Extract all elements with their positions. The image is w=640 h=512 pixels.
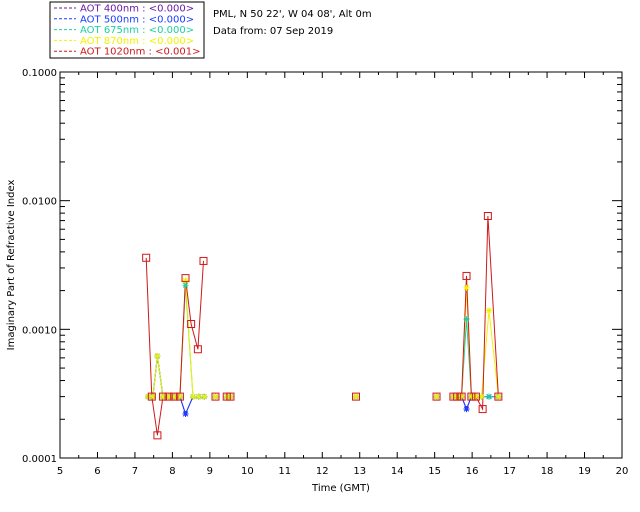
x-tick-label: 7 [132,466,138,477]
data-point [462,271,471,280]
y-tick-label: 0.0010 [22,325,57,336]
x-tick-label: 6 [94,466,100,477]
data-point [142,253,151,262]
legend-entry: AOT 500nm : <0.000> [80,14,194,25]
data-point [195,393,202,400]
data-point [153,431,162,440]
data-point [181,274,190,283]
x-tick-label: 14 [391,466,404,477]
data-point [149,393,156,400]
x-tick-label: 8 [169,466,175,477]
data-point [175,392,184,401]
data-point [483,212,492,221]
x-axis-title: Time (GMT) [311,483,370,494]
data-point [182,282,189,289]
axis-ticks: 5 6 7 8 9 10 11 12 13 14 15 16 17 18 19 20 0.1000 0.0100 0… [22,68,628,477]
x-tick-label: 5 [57,466,63,477]
data-point [471,392,480,401]
data-point [467,392,476,401]
legend-entry: AOT 675nm : <0.000> [80,25,194,36]
data-point [211,392,220,401]
data-point [352,393,359,400]
x-tick-label: 15 [428,466,441,477]
data-point [199,256,208,265]
data-point [187,320,196,329]
legend-entry: AOT 1020nm : <0.001> [80,47,200,58]
data-point [154,353,161,360]
legend: AOT 400nm : <0.000>AOT 500nm : <0.000>AO… [54,4,200,58]
data-point [463,406,470,413]
data-point [182,410,189,417]
header-location: PML, N 50 22', W 04 08', Alt 0m [213,9,372,20]
data-point [164,392,173,401]
legend-entry: AOT 870nm : <0.000> [80,36,194,47]
plot-frame [59,71,623,459]
series-markers [142,212,503,440]
series-line [453,287,499,398]
legend-entry: AOT 400nm : <0.000> [80,4,194,15]
data-point [182,277,189,284]
x-tick-label: 9 [207,466,213,477]
x-tick-label: 18 [541,466,554,477]
series-line [148,280,205,398]
data-point [212,393,219,400]
x-tick-label: 16 [466,466,479,477]
data-point [201,393,208,400]
data-point [458,393,465,400]
y-axis-title: Imaginary Part of Refractive Index [6,180,17,351]
x-tick-label: 17 [503,466,516,477]
data-point [495,393,502,400]
data-point [463,316,470,323]
y-tick-label: 0.0001 [22,454,57,465]
data-point [463,284,470,291]
data-point [485,307,492,314]
data-point [147,392,156,401]
data-point [433,393,440,400]
data-point [494,392,503,401]
data-point [226,392,235,401]
y-tick-label: 0.0100 [22,197,57,208]
data-point [453,392,462,401]
x-tick-label: 10 [241,466,254,477]
y-tick-label: 0.1000 [22,68,57,79]
series-lines [145,215,499,436]
data-point [193,345,202,354]
data-point [432,392,441,401]
data-point [351,392,360,401]
x-tick-label: 20 [616,466,629,477]
series-line [145,257,204,436]
data-point [457,392,466,401]
header-date: Data from: 07 Sep 2019 [213,26,333,37]
x-tick-label: 13 [353,466,366,477]
data-point [485,393,492,400]
data-point [159,392,168,401]
x-tick-label: 12 [316,466,329,477]
x-tick-label: 19 [578,466,591,477]
data-point [170,392,179,401]
data-point [478,405,487,414]
data-point [472,393,479,400]
series-line [453,215,499,411]
x-tick-label: 11 [278,466,291,477]
data-point [190,393,197,400]
